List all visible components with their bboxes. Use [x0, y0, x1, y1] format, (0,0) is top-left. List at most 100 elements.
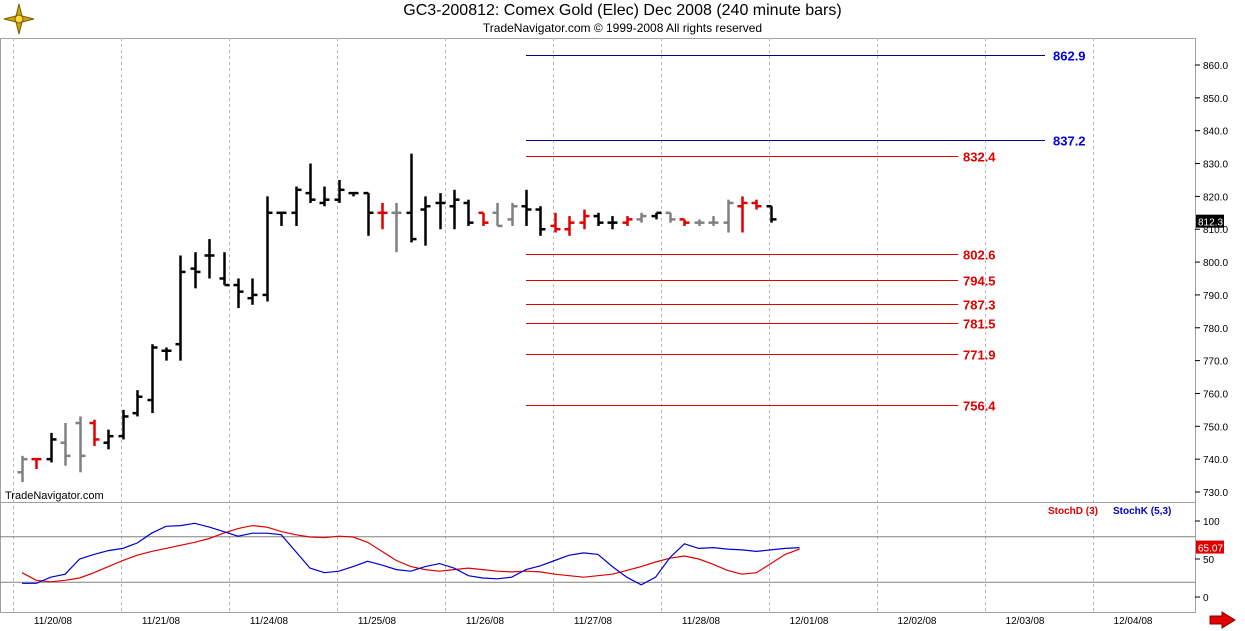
price-tick-label: 820.0: [1203, 192, 1228, 203]
ohlc-bar: [348, 191, 359, 197]
legend-stochk: StochK (5,3): [1113, 506, 1171, 517]
ohlc-bar: [593, 212, 604, 226]
ohlc-bar: [492, 202, 503, 228]
price-tick-label: 780.0: [1203, 324, 1228, 335]
stoch-last-tag: [1196, 540, 1224, 554]
date-tick-label: 11/26/08: [466, 616, 505, 627]
stoch-tick-label: 0: [1203, 593, 1209, 604]
ohlc-bar: [132, 390, 143, 417]
support-label: 771.9: [963, 348, 996, 363]
ohlc-bar: [161, 347, 172, 361]
price-tick-label: 740.0: [1203, 455, 1228, 466]
ohlc-bar: [60, 423, 71, 466]
level-lines: 862.9 837.2 832.4 802.6 794.5 787.3 781.5 771.9…: [526, 49, 1086, 414]
ohlc-bar: [334, 179, 345, 203]
price-tick-label: 830.0: [1203, 160, 1228, 171]
ohlc-bar: [478, 211, 489, 226]
price-tick-label: 770.0: [1203, 357, 1228, 368]
stoch-last-label: 65.07: [1198, 544, 1223, 555]
ohlc-bar: [507, 202, 518, 226]
price-tick-label: 800.0: [1203, 258, 1228, 269]
ohlc-bar: [17, 455, 28, 483]
ohlc-bar: [305, 163, 316, 203]
chart-subtitle: TradeNavigator.com © 1999-2008 All right…: [482, 21, 763, 35]
date-tick-label: 12/01/08: [790, 616, 829, 627]
date-tick-label: 12/03/08: [1006, 616, 1045, 627]
ohlc-bar: [521, 189, 532, 226]
date-tick-label: 11/25/08: [358, 616, 397, 627]
ohlc-bar: [219, 252, 230, 287]
price-axis: 730.0 740.0 750.0 760.0 770.0 780.0 790.0 800.0…: [1195, 61, 1228, 499]
watermark: TradeNavigator.com: [5, 490, 104, 502]
ohlc-bar: [550, 212, 561, 233]
price-tick-label: 760.0: [1203, 389, 1228, 400]
ohlc-bar: [463, 199, 474, 226]
ohlc-bar: [694, 219, 705, 226]
support-label: 756.4: [963, 399, 996, 414]
ohlc-bar: [89, 419, 100, 447]
price-tick-label: 860.0: [1203, 61, 1228, 72]
ohlc-bar: [679, 218, 690, 226]
ohlc-bar: [103, 429, 114, 450]
ohlc-bar: [31, 457, 42, 470]
stoch-series-line: [22, 522, 800, 586]
ohlc-bar: [75, 416, 86, 473]
ohlc-bar: [118, 409, 129, 440]
date-tick-label: 12/04/08: [1114, 616, 1153, 627]
ohlc-bar: [708, 216, 719, 226]
ohlc-bar: [406, 153, 417, 243]
stoch-tick-label: 50: [1203, 555, 1215, 566]
price-tick-label: 750.0: [1203, 422, 1228, 433]
support-label: 787.3: [963, 298, 996, 313]
stoch-panel-frame: [0, 502, 1196, 613]
ohlc-bar: [579, 209, 590, 230]
ohlc-bar: [291, 186, 302, 226]
ohlc-bar: [276, 211, 287, 226]
date-tick-label: 11/24/08: [250, 616, 289, 627]
ohlc-bar: [175, 255, 186, 361]
date-tick-label: 11/28/08: [682, 616, 721, 627]
ohlc-bars: [17, 153, 777, 483]
support-label: 781.5: [963, 317, 996, 332]
ohlc-bar: [233, 278, 244, 309]
date-tick-label: 11/21/08: [142, 616, 181, 627]
ohlc-bar: [435, 193, 446, 230]
ohlc-bar: [564, 216, 575, 236]
ohlc-bar: [737, 196, 748, 233]
chart-title: GC3-200812: Comex Gold (Elec) Dec 2008 (…: [403, 2, 842, 19]
scroll-right-arrow-icon[interactable]: [1209, 611, 1236, 629]
date-tick-label: 12/02/08: [898, 616, 937, 627]
grid: [0, 38, 1196, 613]
ohlc-bar: [535, 206, 546, 236]
ohlc-bar: [262, 196, 273, 302]
support-label: 794.5: [963, 274, 996, 289]
price-tick-label: 730.0: [1203, 488, 1228, 499]
stoch-series-line: [21, 524, 800, 583]
ohlc-bar: [651, 211, 662, 220]
ohlc-bar: [665, 211, 676, 223]
ohlc-bar: [147, 344, 158, 414]
ohlc-bar: [449, 189, 460, 230]
ohlc-bar: [377, 202, 388, 230]
last-price-label: 812.3: [1198, 218, 1223, 229]
date-tick-label: 11/27/08: [574, 616, 613, 627]
ohlc-bar: [46, 432, 57, 463]
ohlc-bar: [622, 216, 633, 226]
ohlc-bar: [319, 186, 330, 207]
resistance-label: 862.9: [1053, 49, 1086, 64]
support-label: 832.4: [963, 150, 996, 165]
price-tick-label: 840.0: [1203, 127, 1228, 138]
ohlc-bar: [766, 204, 777, 223]
ohlc-bar: [751, 199, 762, 210]
ohlc-bar: [723, 199, 734, 233]
price-tick-label: 790.0: [1203, 291, 1228, 302]
support-label: 802.6: [963, 248, 996, 263]
resistance-label: 837.2: [1053, 134, 1086, 149]
price-tick-label: 850.0: [1203, 94, 1228, 105]
ohlc-bar: [247, 278, 258, 305]
date-axis: 11/20/08 11/21/08 11/24/08 11/25/08 11/26/08…: [34, 611, 1236, 629]
ohlc-bar: [636, 212, 647, 223]
ohlc-bar: [363, 191, 374, 236]
ohlc-bar: [607, 216, 618, 230]
